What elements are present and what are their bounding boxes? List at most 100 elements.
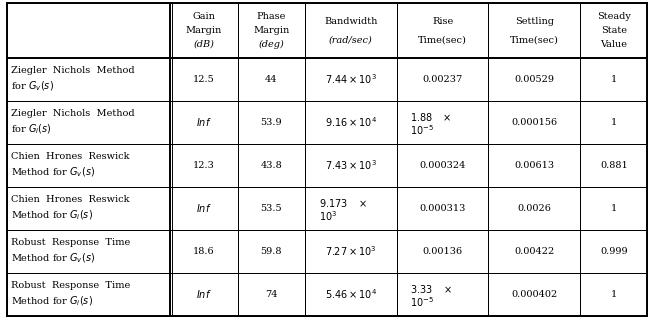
Bar [7, 273, 171, 316]
Bar [580, 3, 647, 58]
Text: $3.33 \quad \times$: $3.33 \quad \times$ [411, 283, 453, 295]
Text: Gain: Gain [193, 12, 216, 21]
Bar [305, 101, 397, 144]
Bar [171, 230, 237, 273]
Text: $7.27 \times 10^3$: $7.27 \times 10^3$ [325, 244, 377, 258]
Bar [580, 230, 647, 273]
Text: $10^{-5}$: $10^{-5}$ [411, 123, 434, 137]
Bar [305, 3, 397, 58]
Text: 1: 1 [611, 204, 617, 213]
Text: (rad/sec): (rad/sec) [329, 35, 373, 44]
Text: 0.999: 0.999 [600, 247, 628, 256]
Text: 12.5: 12.5 [193, 75, 215, 84]
Bar [580, 273, 647, 316]
Text: Robust  Response  Time
Method for $G_i(s)$: Robust Response Time Method for $G_i(s)$ [11, 281, 130, 308]
Text: Ziegler  Nichols  Method
for $G_i(s)$: Ziegler Nichols Method for $G_i(s)$ [11, 109, 135, 136]
Bar [489, 144, 580, 187]
Text: $Inf$: $Inf$ [196, 288, 212, 300]
Text: Rise: Rise [432, 17, 453, 26]
Bar [397, 3, 489, 58]
Text: 0.00136: 0.00136 [422, 247, 462, 256]
Text: 59.8: 59.8 [260, 247, 282, 256]
Text: Ziegler  Nichols  Method
for $G_v(s)$: Ziegler Nichols Method for $G_v(s)$ [11, 66, 135, 93]
Text: Settling: Settling [515, 17, 554, 26]
Bar [237, 3, 305, 58]
Bar [580, 101, 647, 144]
Text: $1.88 \quad \times$: $1.88 \quad \times$ [411, 111, 452, 123]
Bar [489, 58, 580, 101]
Text: $5.46 \times 10^4$: $5.46 \times 10^4$ [324, 287, 377, 301]
Text: Robust  Response  Time
Method for $G_v(s)$: Robust Response Time Method for $G_v(s)$ [11, 238, 130, 264]
Text: 0.881: 0.881 [600, 161, 628, 170]
Bar [305, 230, 397, 273]
Bar [237, 187, 305, 230]
Text: 44: 44 [265, 75, 277, 84]
Bar [7, 187, 171, 230]
Text: $7.43 \times 10^3$: $7.43 \times 10^3$ [325, 159, 377, 172]
Text: Margin: Margin [253, 26, 289, 35]
Bar [305, 58, 397, 101]
Bar [7, 101, 171, 144]
Text: 0.00613: 0.00613 [514, 161, 555, 170]
Bar [580, 58, 647, 101]
Text: Chien  Hrones  Reswick
Method for $G_v(s)$: Chien Hrones Reswick Method for $G_v(s)$ [11, 152, 129, 179]
Bar [7, 230, 171, 273]
Text: 1: 1 [611, 75, 617, 84]
Bar [237, 58, 305, 101]
Bar [171, 144, 237, 187]
Bar [580, 144, 647, 187]
Bar [171, 273, 237, 316]
Text: 0.000156: 0.000156 [511, 118, 557, 127]
Bar [305, 144, 397, 187]
Text: Steady: Steady [597, 12, 631, 21]
Bar [397, 230, 489, 273]
Bar [237, 273, 305, 316]
Bar [397, 187, 489, 230]
Text: $9.173 \quad \times$: $9.173 \quad \times$ [318, 197, 367, 209]
Text: 1: 1 [611, 118, 617, 127]
Text: 0.00237: 0.00237 [422, 75, 462, 84]
Text: 74: 74 [265, 290, 277, 299]
Bar [397, 58, 489, 101]
Text: 0.000402: 0.000402 [511, 290, 557, 299]
Text: $Inf$: $Inf$ [196, 202, 212, 214]
Text: $10^{-5}$: $10^{-5}$ [411, 295, 434, 308]
Text: 0.0026: 0.0026 [517, 204, 551, 213]
Bar [305, 187, 397, 230]
Text: 1: 1 [611, 290, 617, 299]
Text: 43.8: 43.8 [260, 161, 282, 170]
Bar [7, 144, 171, 187]
Bar [237, 144, 305, 187]
Bar [237, 101, 305, 144]
Text: (deg): (deg) [258, 40, 284, 49]
Bar [397, 273, 489, 316]
Text: 0.00422: 0.00422 [514, 247, 555, 256]
Bar [7, 3, 171, 58]
Text: Margin: Margin [186, 26, 222, 35]
Bar [580, 187, 647, 230]
Text: $7.44 \times 10^3$: $7.44 \times 10^3$ [325, 72, 377, 86]
Text: Value: Value [600, 40, 627, 49]
Text: Bandwidth: Bandwidth [324, 17, 377, 26]
Text: 18.6: 18.6 [193, 247, 215, 256]
Text: 0.00529: 0.00529 [514, 75, 555, 84]
Bar [397, 101, 489, 144]
Bar [489, 3, 580, 58]
Text: 0.000324: 0.000324 [419, 161, 466, 170]
Bar [7, 58, 171, 101]
Bar [171, 3, 237, 58]
Bar [489, 101, 580, 144]
Bar [237, 230, 305, 273]
Bar [171, 187, 237, 230]
Text: Phase: Phase [256, 12, 286, 21]
Text: $10^3$: $10^3$ [318, 209, 337, 223]
Text: Chien  Hrones  Reswick
Method for $G_i(s)$: Chien Hrones Reswick Method for $G_i(s)$ [11, 195, 129, 222]
Text: Time(sec): Time(sec) [510, 35, 559, 44]
Text: 0.000313: 0.000313 [419, 204, 466, 213]
Text: 53.9: 53.9 [260, 118, 282, 127]
Text: 12.3: 12.3 [193, 161, 215, 170]
Bar [489, 187, 580, 230]
Text: 53.5: 53.5 [260, 204, 282, 213]
Bar [171, 58, 237, 101]
Bar [397, 144, 489, 187]
